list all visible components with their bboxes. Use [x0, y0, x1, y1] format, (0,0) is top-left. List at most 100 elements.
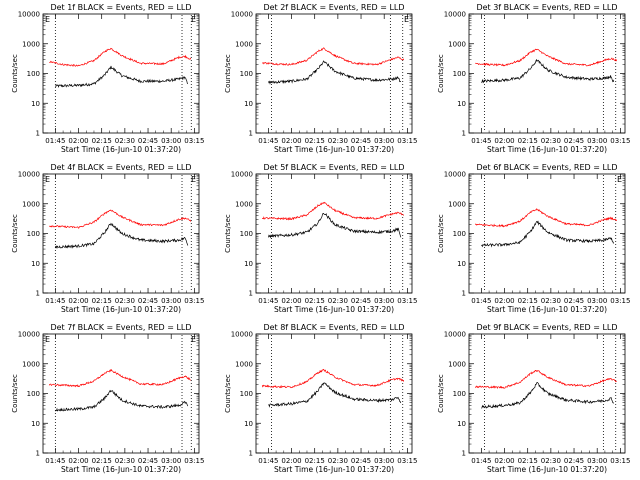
x-tick-label: 03:15	[184, 457, 204, 465]
x-tick-label: 01:45	[45, 137, 65, 145]
x-tick-label: 03:00	[587, 297, 607, 305]
panel-9: Det 9f BLACK = Events, RED = LLD 1 10 100 10…	[437, 323, 630, 474]
y-tick-label: 100	[453, 390, 466, 398]
panel-4: Det 4f BLACK = Events, RED = LLD 1 10 100 10…	[11, 163, 204, 314]
y-tick-label: 1000	[235, 40, 253, 48]
y-axis-label: Counts/sec	[11, 374, 19, 413]
y-tick-label: 100	[453, 70, 466, 78]
panel-title: Det 8f BLACK = Events, RED = LLD	[263, 323, 404, 332]
y-axis-label: Counts/sec	[224, 214, 232, 253]
x-tick-label: 01:45	[471, 457, 491, 465]
x-tick-label: 01:45	[471, 297, 491, 305]
y-tick-label: 1	[249, 130, 253, 138]
x-axis-label: Start Time (16-Jun-10 01:37:20)	[487, 305, 607, 314]
y-tick-label: 10	[457, 420, 466, 428]
corner-flag-right: E	[191, 335, 196, 344]
x-tick-label: 02:45	[564, 137, 584, 145]
series-line-lld	[474, 369, 617, 389]
y-axis-label: Counts/sec	[437, 214, 445, 253]
plot-frame	[468, 13, 626, 134]
plot-frame	[255, 333, 413, 454]
x-tick-label: 02:00	[281, 137, 301, 145]
x-tick-label: 02:30	[541, 137, 561, 145]
x-axis-label: Start Time (16-Jun-10 01:37:20)	[61, 145, 181, 154]
y-tick-label: 100	[27, 70, 40, 78]
x-axis-label: Start Time (16-Jun-10 01:37:20)	[61, 305, 181, 314]
x-tick-label: 02:45	[564, 457, 584, 465]
corner-flag-right: E	[191, 175, 196, 184]
y-axis-label: Counts/sec	[437, 374, 445, 413]
x-tick-label: 02:15	[518, 137, 538, 145]
x-tick-label: 02:00	[68, 297, 88, 305]
x-tick-label: 02:45	[351, 297, 371, 305]
x-tick-label: 02:15	[518, 297, 538, 305]
x-tick-label: 02:30	[328, 457, 348, 465]
y-tick-label: 1	[462, 130, 466, 138]
series-line-lld	[261, 368, 405, 389]
x-axis-label: Start Time (16-Jun-10 01:37:20)	[487, 465, 607, 474]
y-axis-label: Counts/sec	[11, 214, 19, 253]
y-tick-label: 100	[240, 230, 253, 238]
y-tick-label: 100	[27, 230, 40, 238]
panel-7: Det 7f BLACK = Events, RED = LLD 1 10 100 10…	[11, 323, 204, 474]
x-tick-label: 02:30	[115, 297, 135, 305]
series-line-lld	[261, 201, 405, 221]
y-tick-label: 10000	[231, 331, 253, 339]
series-line-lld	[475, 48, 618, 67]
series-line-events	[55, 65, 189, 88]
panel-title: Det 2f BLACK = Events, RED = LLD	[263, 3, 404, 12]
panel-8: Det 8f BLACK = Events, RED = LLD 1 10 100 10…	[224, 323, 417, 474]
y-tick-label: 1000	[448, 200, 466, 208]
x-tick-label: 03:15	[397, 297, 417, 305]
y-tick-label: 100	[27, 390, 40, 398]
x-axis-label: Start Time (16-Jun-10 01:37:20)	[274, 145, 394, 154]
y-tick-label: 10000	[231, 171, 253, 179]
x-tick-label: 02:00	[68, 137, 88, 145]
x-tick-label: 02:30	[541, 297, 561, 305]
y-tick-label: 10000	[444, 331, 466, 339]
series-line-events	[481, 220, 615, 248]
x-axis-label: Start Time (16-Jun-10 01:37:20)	[487, 145, 607, 154]
y-tick-label: 100	[240, 70, 253, 78]
plot-frame	[468, 173, 626, 294]
corner-flag-left: E	[45, 335, 50, 344]
x-tick-label: 02:15	[92, 297, 112, 305]
y-axis-label: Counts/sec	[11, 54, 19, 93]
series-line-events	[268, 60, 402, 85]
series-line-events	[481, 381, 615, 409]
y-tick-label: 1000	[448, 40, 466, 48]
panel-title: Det 6f BLACK = Events, RED = LLD	[476, 163, 617, 172]
series-line-events	[55, 222, 189, 250]
y-tick-label: 1000	[22, 360, 40, 368]
corner-flag-left: E	[45, 15, 50, 24]
x-tick-label: 02:00	[68, 457, 88, 465]
panel-title: Det 5f BLACK = Events, RED = LLD	[263, 163, 404, 172]
y-tick-label: 1	[462, 290, 466, 298]
y-tick-label: 10	[31, 100, 40, 108]
x-tick-label: 03:15	[610, 137, 630, 145]
plot-frame	[42, 333, 200, 454]
y-tick-label: 1000	[22, 200, 40, 208]
corner-flag-right: E	[191, 15, 196, 24]
series-line-lld	[49, 47, 192, 67]
x-tick-label: 01:45	[471, 137, 491, 145]
panel-title: Det 9f BLACK = Events, RED = LLD	[476, 323, 617, 332]
y-tick-label: 10000	[18, 331, 40, 339]
y-tick-label: 10000	[444, 11, 466, 19]
y-axis-label: Counts/sec	[437, 54, 445, 93]
y-tick-label: 1000	[235, 200, 253, 208]
y-axis-label: Counts/sec	[224, 374, 232, 413]
x-tick-label: 02:15	[518, 457, 538, 465]
x-tick-label: 01:45	[258, 457, 278, 465]
plot-frame	[255, 13, 413, 134]
x-tick-label: 02:15	[92, 457, 112, 465]
series-line-lld	[48, 368, 191, 388]
series-line-lld	[261, 47, 405, 66]
x-tick-label: 02:15	[92, 137, 112, 145]
series-line-events	[55, 389, 189, 412]
x-tick-label: 03:00	[374, 137, 394, 145]
corner-flag-right: E	[617, 175, 622, 184]
x-tick-label: 02:30	[115, 457, 135, 465]
y-tick-label: 10000	[231, 11, 253, 19]
